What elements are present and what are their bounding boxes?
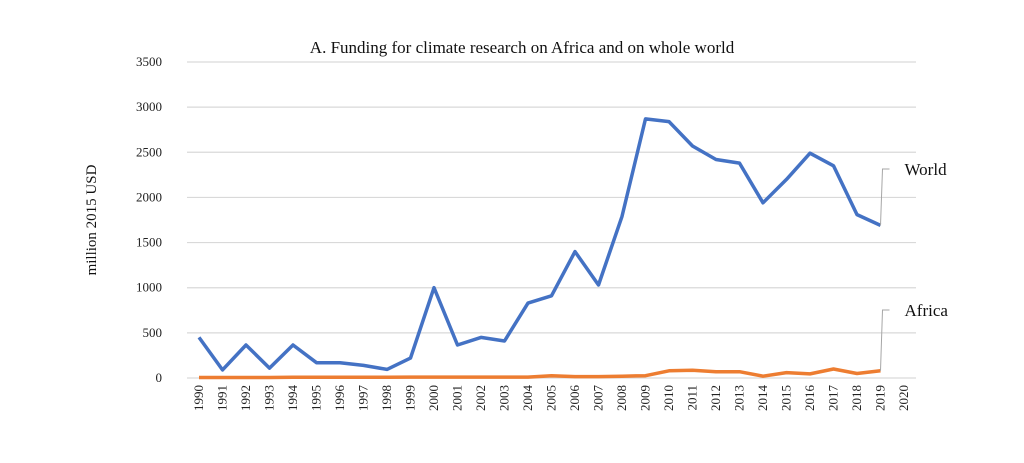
y-tick-label: 2000: [136, 189, 162, 204]
x-tick-label: 2001: [450, 385, 465, 411]
x-tick-label: 1993: [262, 385, 277, 411]
y-tick-label: 1500: [136, 235, 162, 250]
y-axis-ticks: 0 500 1000 1500 2000 2500 3000 3500: [136, 54, 162, 385]
x-tick-label: 2006: [567, 385, 582, 412]
x-tick-label: 1991: [215, 385, 230, 411]
x-tick-label: 2013: [732, 385, 747, 411]
y-tick-label: 0: [156, 370, 163, 385]
x-tick-label: 2002: [473, 385, 488, 411]
x-tick-label: 1997: [356, 385, 371, 412]
series-line-africa: [199, 367, 881, 380]
x-axis-ticks: 1990 1991 1992 1993 1994 1995 1996 1997 1998 1999…: [191, 385, 911, 412]
x-tick-label: 2008: [614, 385, 629, 411]
leader-line: [880, 168, 890, 226]
y-tick-label: 3500: [136, 54, 162, 69]
gridlines: [187, 61, 916, 379]
x-tick-label: 2009: [638, 385, 653, 411]
x-tick-label: 2000: [426, 385, 441, 411]
x-tick-label: 2016: [802, 385, 817, 412]
series-line-world: [197, 117, 882, 372]
x-tick-label: 2012: [708, 385, 723, 411]
y-tick-label: 3000: [136, 99, 162, 114]
y-tick-label: 500: [143, 325, 163, 340]
x-tick-label: 1996: [332, 385, 347, 412]
x-tick-label: 2007: [591, 385, 606, 412]
x-tick-label: 2004: [520, 385, 535, 412]
x-tick-label: 2010: [661, 385, 676, 411]
series-label-africa: Africa: [905, 301, 949, 320]
y-tick-label: 2500: [136, 144, 162, 159]
x-tick-label: 2014: [755, 385, 770, 412]
series-lines: [197, 117, 882, 380]
x-tick-label: 1990: [191, 385, 206, 411]
x-tick-label: 2003: [497, 385, 512, 411]
series-labels: World Africa: [880, 160, 949, 371]
x-tick-label: 2015: [779, 385, 794, 411]
x-tick-label: 2011: [685, 385, 700, 411]
leader-line: [880, 309, 890, 371]
x-tick-label: 2019: [873, 385, 888, 411]
y-tick-label: 1000: [136, 280, 162, 295]
y-axis-label: million 2015 USD: [84, 164, 100, 275]
x-tick-label: 2020: [896, 385, 911, 411]
series-label-world: World: [905, 160, 948, 179]
x-tick-label: 2005: [544, 385, 559, 411]
x-tick-label: 2018: [849, 385, 864, 411]
x-tick-label: 1998: [379, 385, 394, 411]
x-tick-label: 1992: [238, 385, 253, 411]
x-tick-label: 1994: [285, 385, 300, 412]
x-tick-label: 1995: [309, 385, 324, 411]
chart-title: A. Funding for climate research on Afric…: [310, 38, 735, 57]
x-tick-label: 2017: [826, 385, 841, 412]
x-tick-label: 1999: [403, 385, 418, 411]
